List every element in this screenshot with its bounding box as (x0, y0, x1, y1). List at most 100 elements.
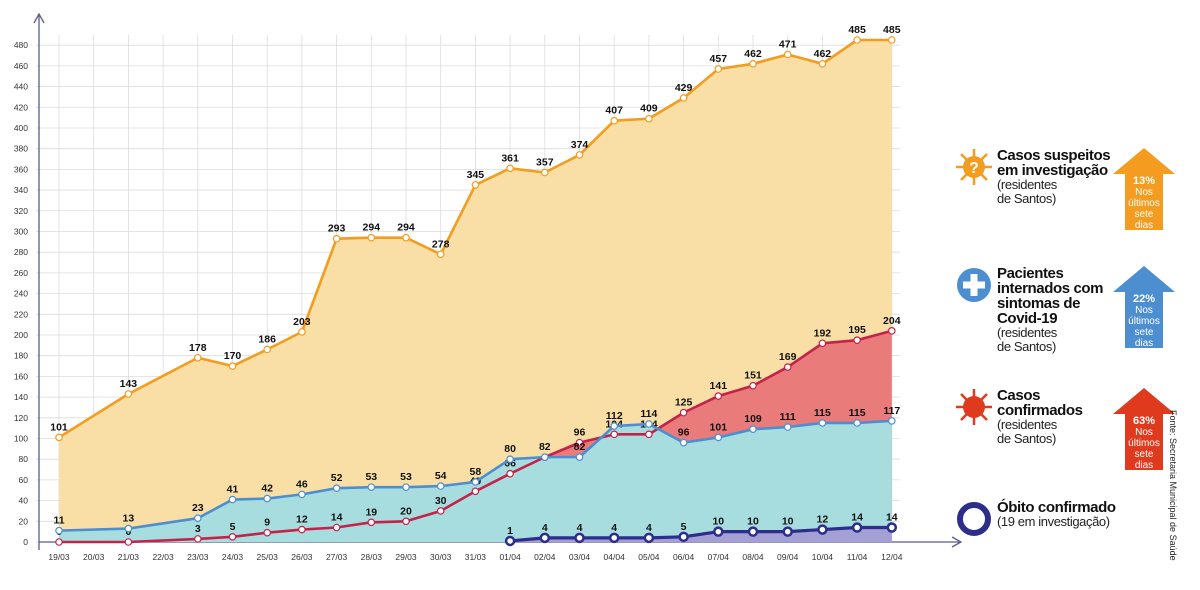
x-tick-label: 28/03 (361, 552, 383, 562)
data-label: 485 (883, 24, 901, 36)
data-label: 4 (542, 522, 548, 534)
data-point (402, 517, 410, 526)
y-tick-label: 420 (14, 102, 28, 112)
legend-title: Pacientes internados com sintomas de Cov… (997, 266, 1127, 354)
data-point (539, 532, 551, 544)
y-tick-label: 160 (14, 371, 28, 381)
y-tick-label: 460 (14, 61, 28, 71)
data-label: 114 (640, 408, 657, 420)
data-point (471, 487, 480, 496)
data-label: 143 (120, 378, 138, 390)
data-point (332, 484, 341, 492)
y-tick-label: 140 (14, 392, 28, 402)
data-point (124, 538, 133, 546)
x-tick-label: 01/04 (499, 552, 521, 562)
data-label: 80 (504, 443, 516, 455)
data-label: 151 (744, 370, 762, 382)
data-point (887, 36, 896, 44)
data-point (610, 422, 619, 430)
data-point (506, 469, 514, 478)
data-label: 278 (432, 238, 450, 250)
data-label: 169 (779, 351, 797, 363)
data-label: 11 (53, 515, 64, 527)
data-label: 4 (577, 522, 583, 534)
legend-sub: de Santos) (997, 191, 1056, 206)
y-tick-label: 380 (14, 144, 28, 154)
y-tick-label: 40 (19, 496, 29, 506)
data-label: 178 (189, 342, 207, 354)
data-label: 9 (264, 517, 270, 529)
x-tick-label: 25/03 (257, 552, 279, 562)
data-label: 52 (331, 472, 343, 484)
data-label: 112 (606, 410, 623, 422)
data-label: 117 (883, 405, 900, 417)
data-point (540, 453, 549, 461)
data-point (402, 483, 410, 491)
trend-pct: 22% (1132, 293, 1156, 305)
data-point (608, 532, 620, 544)
legend-confirmados: Casos confirmados (residentes de Santos)… (955, 388, 1185, 478)
x-tick-label: 10/04 (812, 552, 834, 562)
x-tick-label: 27/03 (326, 552, 348, 562)
data-point (228, 362, 237, 370)
x-tick-label: 02/04 (534, 552, 556, 562)
data-point (55, 538, 63, 546)
data-label: 294 (397, 222, 415, 234)
x-tick-label: 07/04 (708, 552, 730, 562)
data-label: 12 (817, 514, 829, 526)
x-tick-label: 09/04 (777, 552, 799, 562)
y-tick-label: 20 (19, 516, 29, 526)
data-label: 462 (814, 48, 832, 60)
data-point (367, 483, 376, 491)
legend-sub: (19 em investigação) (997, 514, 1110, 529)
svg-text:?: ? (969, 160, 979, 177)
x-tick-label: 08/04 (742, 552, 764, 562)
y-tick-label: 80 (19, 454, 29, 464)
data-point (749, 60, 757, 68)
data-label: 5 (230, 521, 236, 533)
data-point (263, 494, 272, 503)
series-area (59, 420, 892, 542)
data-label: 41 (227, 484, 239, 496)
series-line (509, 525, 892, 543)
data-label: 195 (848, 324, 866, 336)
data-point (714, 433, 723, 442)
trend-pct: 13% (1132, 175, 1156, 187)
data-point (228, 533, 237, 541)
data-point (298, 328, 306, 336)
legend-sub: de Santos) (997, 431, 1056, 446)
y-tick-label: 360 (14, 164, 28, 174)
data-point (645, 114, 653, 123)
data-point (298, 525, 306, 534)
data-label: 407 (605, 105, 623, 117)
data-point (783, 50, 792, 59)
data-label: 53 (365, 471, 377, 483)
data-point (504, 535, 516, 547)
x-tick-label: 23/03 (187, 552, 209, 562)
y-tick-label: 400 (14, 123, 28, 133)
data-point (574, 532, 585, 544)
data-point (55, 526, 63, 535)
data-point (643, 532, 655, 544)
medical-cross-icon (957, 268, 991, 302)
x-tick-label: 26/03 (291, 552, 313, 562)
trend-pct: 63% (1132, 415, 1156, 427)
y-tick-label: 200 (14, 330, 28, 340)
data-point (679, 438, 688, 447)
data-label: 5 (681, 521, 687, 533)
data-point (818, 60, 827, 68)
y-tick-label: 480 (14, 40, 28, 50)
x-tick-label: 21/03 (118, 552, 140, 562)
data-label: 12 (296, 514, 308, 526)
data-label: 10 (782, 516, 794, 528)
legend-sub: (residentes (997, 325, 1057, 340)
data-point (298, 490, 306, 499)
data-label: 457 (710, 53, 728, 65)
data-label: 54 (435, 470, 447, 482)
data-label: 186 (258, 333, 276, 345)
y-tick-label: 340 (14, 185, 28, 195)
data-label: 115 (849, 407, 866, 419)
data-label: 3 (195, 523, 201, 535)
data-label: 409 (640, 103, 658, 115)
legend-suspeitos: ? Casos suspeitos em investigação (resid… (955, 148, 1185, 238)
